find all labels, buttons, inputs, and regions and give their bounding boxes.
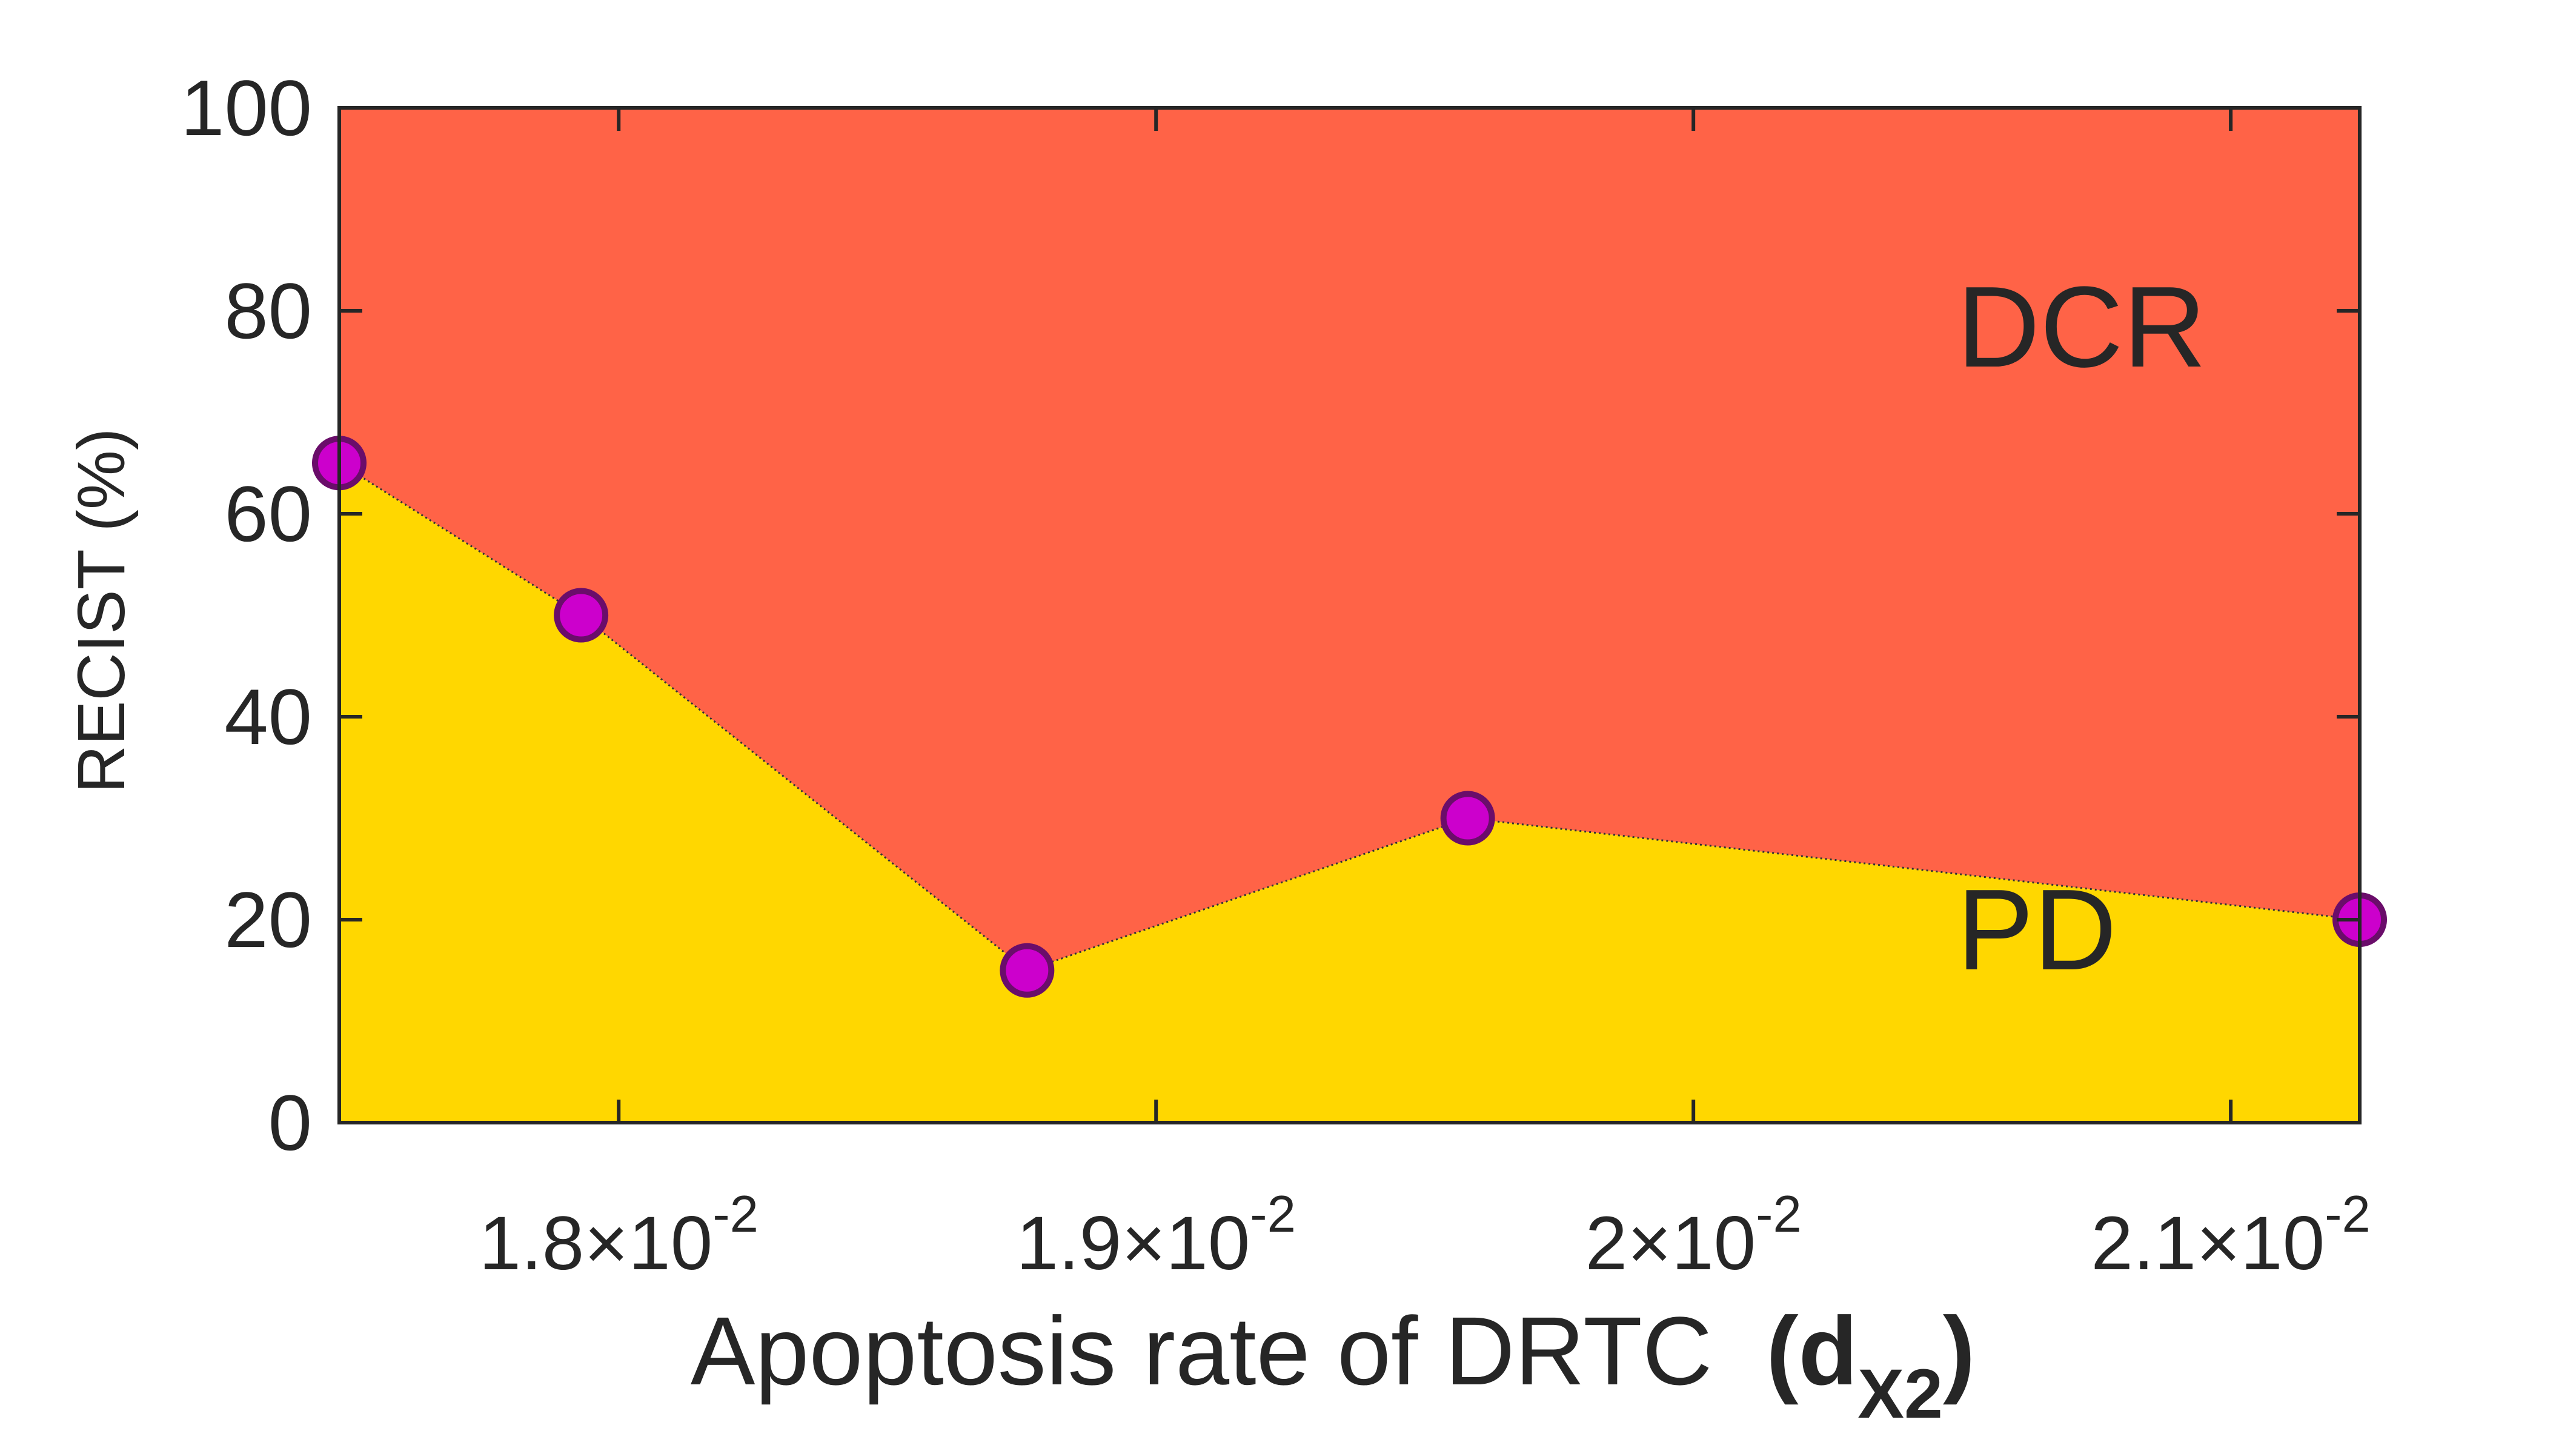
- x-axis-label-open-paren: (: [1766, 1297, 1799, 1405]
- x-tick-label-1: 1.9×10-2: [1016, 1186, 1295, 1286]
- x-tick-mantissa: 1.9×10: [1016, 1201, 1250, 1286]
- area-pd: [339, 463, 2360, 1123]
- x-tick-exponent: -2: [712, 1186, 759, 1243]
- region-label-dcr: DCR: [1957, 263, 2206, 391]
- x-tick-exponent: -2: [1756, 1186, 1802, 1243]
- axes-frame: [337, 106, 2362, 1124]
- area-dcr: [339, 108, 2360, 971]
- plot-area: [312, 108, 2387, 1123]
- y-axis-label: RECIST (%): [64, 428, 139, 793]
- x-tick-label-0: 1.8×10-2: [479, 1186, 759, 1286]
- x-axis-label-close-paren: ): [1943, 1297, 1975, 1405]
- x-axis-label-text: Apoptosis rate of DRTC: [691, 1297, 1713, 1405]
- data-point-3: [1000, 943, 1055, 998]
- y-tick-label-4: 80: [224, 267, 312, 355]
- x-tick-mantissa: 1.8×10: [479, 1201, 713, 1286]
- x-axis-label-subscript: X2: [1857, 1355, 1943, 1431]
- y-tick-label-0: 0: [268, 1078, 312, 1167]
- x-axis-label: Apoptosis rate of DRTC (dX2): [691, 1297, 1976, 1431]
- y-tick-label-5: 100: [181, 64, 312, 152]
- y-tick-label-1: 20: [224, 875, 312, 964]
- x-tick-exponent: -2: [1250, 1186, 1296, 1243]
- data-point-2: [554, 588, 609, 643]
- y-tick-label-2: 40: [224, 672, 312, 761]
- x-tick-label-2: 2×10-2: [1585, 1186, 1802, 1286]
- x-tick-mantissa: 2×10: [1585, 1201, 1756, 1286]
- region-label-pd: PD: [1957, 866, 2117, 994]
- y-tick-label-3: 60: [224, 470, 312, 558]
- data-point-4: [1440, 791, 1495, 846]
- x-axis-label-gap: [1712, 1297, 1766, 1405]
- boundary-line: [339, 462, 2360, 972]
- x-tick-exponent: -2: [2325, 1186, 2371, 1243]
- x-tick-mantissa: 2.1×10: [2091, 1201, 2325, 1286]
- x-axis-label-symbol: d: [1799, 1297, 1858, 1405]
- x-tick-label-3: 2.1×10-2: [2091, 1186, 2370, 1286]
